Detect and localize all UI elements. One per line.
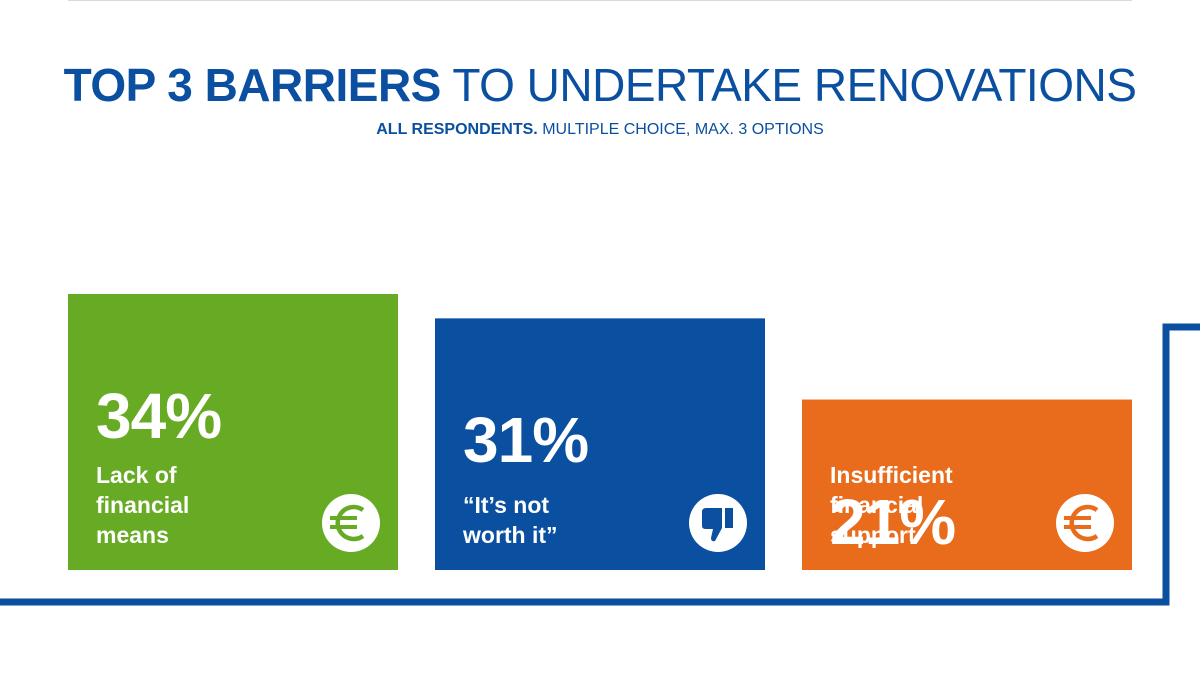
title-bold: TOP 3 BARRIERS bbox=[63, 59, 442, 111]
value-label: 21% bbox=[830, 485, 956, 558]
subtitle-rest: MULTIPLE CHOICE, MAX. 3 OPTIONS bbox=[542, 121, 824, 138]
subtitle-bold: ALL RESPONDENTS. bbox=[376, 121, 538, 138]
category-label-line: “It’s not bbox=[463, 492, 550, 518]
category-label: “It’s not worth it” bbox=[463, 490, 683, 550]
title-rest: TO UNDERTAKE RENOVATIONS bbox=[452, 59, 1137, 111]
chart-title: TOP 3 BARRIERS TO UNDERTAKE RENOVATIONS bbox=[0, 58, 1200, 112]
category-label-line: means bbox=[96, 522, 169, 548]
category-label-line: Insufficient bbox=[830, 462, 953, 488]
euro-icon bbox=[322, 494, 380, 552]
category-label: Lack of financial means bbox=[96, 460, 316, 550]
icon-circle bbox=[1056, 494, 1114, 552]
category-label-line: financial bbox=[96, 492, 190, 518]
value-label: 31% bbox=[463, 404, 589, 477]
category-label-line: financial bbox=[830, 492, 924, 518]
category-label-line: support bbox=[830, 522, 916, 548]
euro-arc bbox=[1069, 504, 1099, 542]
euro-icon bbox=[1056, 494, 1114, 552]
thumb-hand bbox=[702, 508, 722, 542]
thumb-cuff bbox=[725, 508, 733, 528]
chart-subtitle: ALL RESPONDENTS. MULTIPLE CHOICE, MAX. 3… bbox=[0, 120, 1200, 140]
thumbs-down-icon bbox=[689, 494, 747, 552]
value-label: 34% bbox=[96, 380, 222, 452]
top-rule bbox=[68, 0, 1132, 1]
icon-circle bbox=[322, 494, 380, 552]
category-label-line: worth it” bbox=[463, 522, 558, 548]
step-line bbox=[0, 323, 1200, 606]
category-label: Insufficient financial support bbox=[830, 460, 1050, 550]
category-label-line: Lack of bbox=[96, 462, 177, 488]
euro-arc bbox=[335, 504, 365, 542]
